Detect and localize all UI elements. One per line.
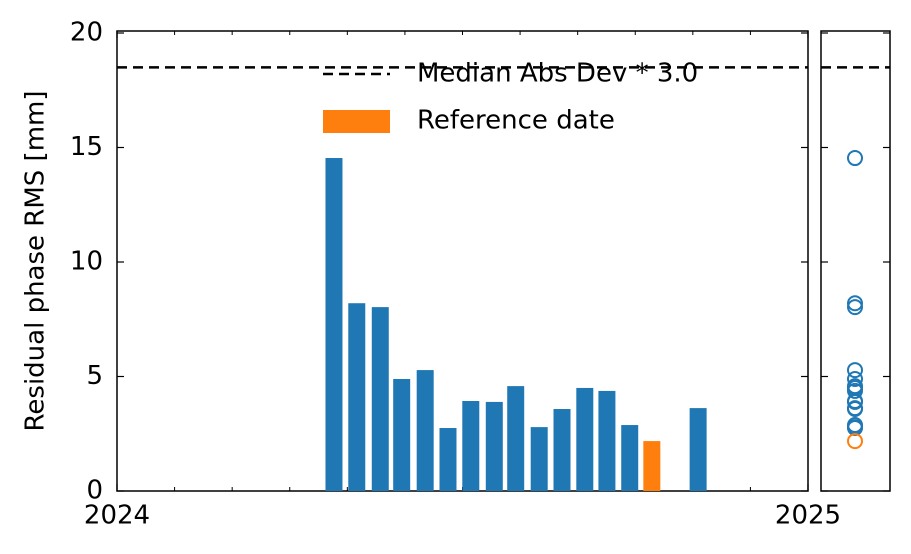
rms-point [847, 382, 863, 399]
bar [371, 307, 389, 491]
y-tick-label: 10 [70, 247, 103, 277]
axes-frame [820, 30, 891, 492]
rms-point [847, 299, 863, 316]
bar [439, 428, 457, 491]
bar [416, 370, 434, 491]
rms-point [847, 400, 863, 417]
rms-point [847, 150, 863, 167]
bar [507, 386, 525, 491]
rms-point [847, 371, 863, 388]
legend-swatch [323, 110, 390, 133]
bar [325, 158, 343, 491]
bar [689, 408, 707, 491]
bar [621, 425, 639, 491]
y-tick-label: 0 [86, 476, 103, 506]
x-tick-label: 2025 [775, 501, 841, 531]
bar [553, 409, 571, 491]
bar [530, 427, 548, 491]
bar [462, 401, 480, 491]
y-tick-label: 5 [86, 361, 103, 391]
bar [348, 303, 366, 491]
bar [643, 441, 661, 491]
rms-point [847, 295, 863, 312]
x-tick-label: 2024 [84, 501, 150, 531]
rms-point [847, 433, 863, 450]
bar [485, 401, 503, 491]
bar [393, 379, 411, 491]
y-tick-label: 20 [70, 18, 103, 48]
rms-point [847, 362, 863, 379]
legend-label: Median Abs Dev * 3.0 [417, 59, 698, 89]
bar [576, 387, 594, 491]
y-tick-label: 15 [70, 132, 103, 162]
rms-point [847, 417, 863, 434]
legend-label: Reference date [417, 106, 615, 136]
y-axis-label: Residual phase RMS [mm] [21, 91, 51, 432]
bar [598, 390, 616, 491]
